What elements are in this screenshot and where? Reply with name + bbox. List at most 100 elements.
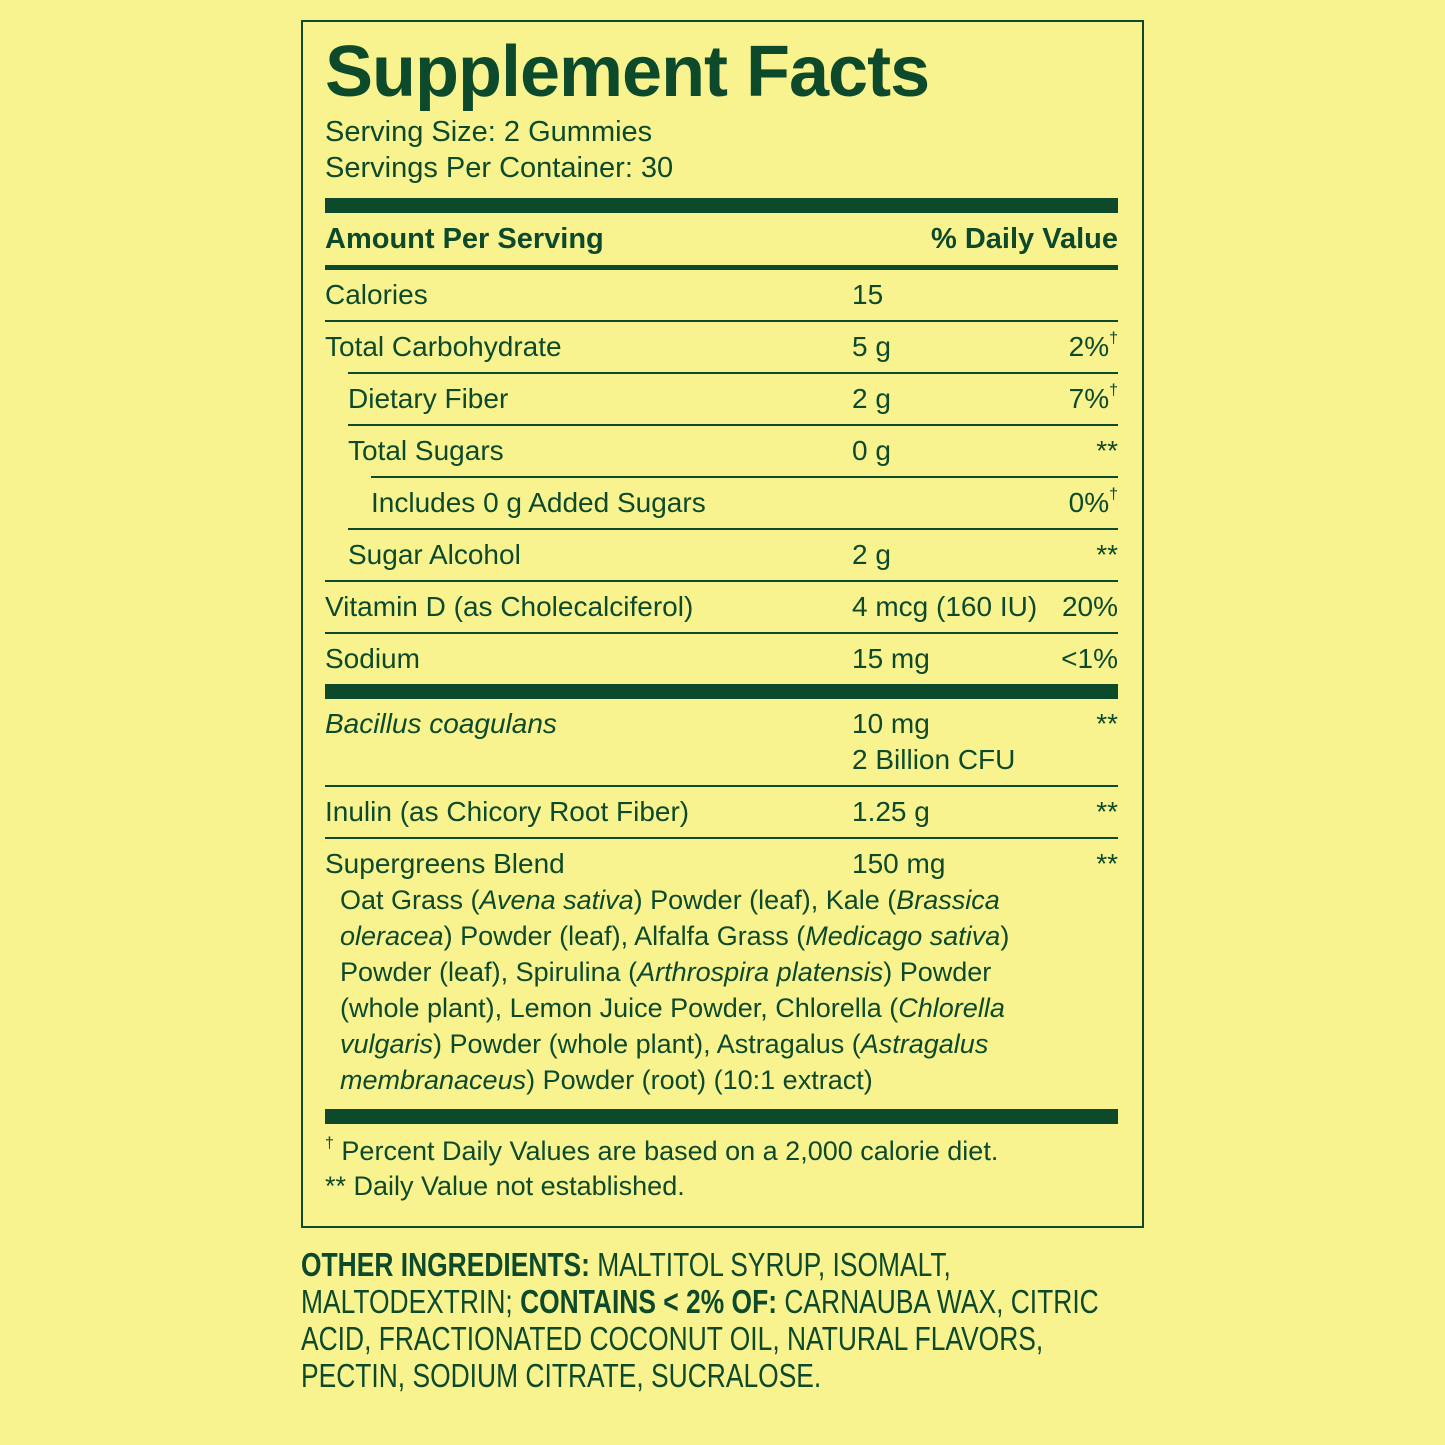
amount: 10 mg 2 Billion CFU bbox=[852, 706, 1015, 778]
amount-line: 2 Billion CFU bbox=[852, 744, 1016, 775]
amount-line: 15 mg bbox=[852, 643, 930, 674]
nutrient-name: Calories bbox=[325, 279, 428, 310]
daily-value-note: † bbox=[1109, 486, 1118, 503]
thick-rule bbox=[325, 684, 1118, 699]
nutrient-row: Sugar Alcohol 2 g ** bbox=[348, 528, 1118, 580]
servings-per-container: Servings Per Container: 30 bbox=[325, 152, 674, 184]
nutrient-row: Includes 0 g Added Sugars 0%† bbox=[371, 476, 1118, 528]
nutrient-row: Sodium 15 mg <1% bbox=[325, 632, 1118, 684]
daily-value-text: ** bbox=[1096, 539, 1118, 570]
footnote-text: ** Daily Value not established. bbox=[325, 1171, 685, 1201]
footnote: † Percent Daily Values are based on a 2,… bbox=[325, 1134, 1118, 1169]
amount-line: 1.25 g bbox=[852, 796, 930, 827]
amount: 15 bbox=[852, 277, 883, 313]
description-part: Medicago sativa bbox=[805, 921, 1001, 951]
ingredient-part: OTHER INGREDIENTS: bbox=[301, 1246, 590, 1283]
daily-value: <1% bbox=[1061, 641, 1118, 677]
daily-value-text: ** bbox=[1096, 708, 1118, 739]
daily-value-text: 7% bbox=[1068, 383, 1110, 414]
nutrient-row: Inulin (as Chicory Root Fiber) 1.25 g ** bbox=[325, 785, 1118, 837]
amount: 2 g bbox=[852, 537, 891, 573]
amount: 5 g bbox=[852, 329, 891, 365]
ingredient-part: CONTAINS < 2% OF: bbox=[520, 1283, 777, 1320]
daily-value-text: ** bbox=[1096, 435, 1118, 466]
daily-value-note: † bbox=[1109, 382, 1118, 399]
title: Supplement Facts bbox=[325, 32, 930, 112]
nutrient-row: Supergreens Blend 150 mg ** Oat Grass (Aven… bbox=[325, 837, 1118, 1105]
blend-description: Oat Grass (Avena sativa) Powder (leaf), … bbox=[325, 882, 1118, 1098]
facts-panel: Supplement Facts Serving Size: 2 Gummies S… bbox=[301, 20, 1144, 1228]
daily-value: ** bbox=[1096, 794, 1118, 830]
nutrient-name: Sodium bbox=[325, 643, 420, 674]
nutrient-row: Calories 15 bbox=[325, 270, 1118, 320]
description-part: ) Powder (leaf), Kale ( bbox=[633, 885, 897, 915]
daily-value-text: 20% bbox=[1061, 591, 1118, 622]
nutrient-name: Inulin (as Chicory Root Fiber) bbox=[325, 796, 690, 827]
nutrient-row: Bacillus coagulans 10 mg 2 Billion CFU ** bbox=[325, 699, 1118, 785]
daily-value-text: 0% bbox=[1068, 487, 1110, 518]
description-part: ) Powder (whole plant), Lemon Juice Powd… bbox=[340, 957, 992, 1023]
daily-value: ** bbox=[1096, 433, 1118, 469]
amount-line: 0 g bbox=[852, 435, 891, 466]
thick-rule bbox=[325, 1109, 1118, 1124]
nutrient-name: Total Sugars bbox=[348, 435, 504, 466]
daily-value: ** bbox=[1096, 706, 1118, 742]
nutrient-row: Dietary Fiber 2 g 7%† bbox=[348, 372, 1118, 424]
footnote-text: Percent Daily Values are based on a 2,00… bbox=[341, 1136, 999, 1166]
daily-value-note: † bbox=[1109, 330, 1118, 347]
amount-line: 10 mg bbox=[852, 708, 930, 739]
description-part: ) Powder (root) (10:1 extract) bbox=[526, 1065, 873, 1095]
amount-line: 2 g bbox=[852, 383, 891, 414]
daily-value: ** bbox=[1096, 537, 1118, 573]
daily-value: 0%† bbox=[1069, 485, 1118, 521]
amount-header: Amount Per Serving bbox=[325, 223, 604, 255]
amount-line: 150 mg bbox=[852, 848, 946, 879]
description-part: ) Powder (whole plant), Astragalus ( bbox=[433, 1029, 861, 1059]
other-ingredients: OTHER INGREDIENTS: MALTITOL SYRUP, ISOMA… bbox=[301, 1246, 1144, 1394]
amount: 0 g bbox=[852, 433, 891, 469]
amount: 4 mcg (160 IU) bbox=[852, 589, 1037, 625]
amount: 1.25 g bbox=[852, 794, 930, 830]
nutrient-name: Dietary Fiber bbox=[348, 383, 509, 414]
nutrient-row: Total Sugars 0 g ** bbox=[348, 424, 1118, 476]
description-part: Astragalus membranaceus bbox=[340, 1029, 989, 1095]
amount: 15 mg bbox=[852, 641, 930, 677]
nutrient-name: Total Carbohydrate bbox=[325, 331, 562, 362]
amount-line: 15 bbox=[852, 279, 884, 310]
daily-value-text: <1% bbox=[1061, 643, 1118, 674]
description-part: Avena sativa bbox=[479, 885, 634, 915]
description-part: Oat Grass ( bbox=[340, 885, 480, 915]
daily-value-text: ** bbox=[1096, 796, 1118, 827]
column-header: Amount Per Serving % Daily Value bbox=[325, 213, 1118, 270]
description-part: ) Powder (leaf), Spirulina ( bbox=[340, 921, 1010, 987]
nutrient-name: Vitamin D (as Cholecalciferol) bbox=[325, 591, 694, 622]
amount-line: 4 mcg (160 IU) bbox=[852, 591, 1038, 622]
nutrient-row: Total Carbohydrate 5 g 2%† bbox=[325, 320, 1118, 372]
daily-value: 20% bbox=[1062, 589, 1118, 625]
daily-value: 7%† bbox=[1069, 381, 1118, 417]
nutrient-name: Supergreens Blend bbox=[325, 848, 565, 879]
amount: 150 mg bbox=[852, 846, 945, 882]
footnotes: † Percent Daily Values are based on a 2,… bbox=[325, 1134, 1118, 1204]
nutrient-name: Bacillus coagulans bbox=[325, 708, 557, 739]
nutrient-name: Includes 0 g Added Sugars bbox=[371, 487, 706, 518]
daily-value-text: 2% bbox=[1068, 331, 1110, 362]
amount-line: 2 g bbox=[852, 539, 891, 570]
description-part: Arthrospira platensis bbox=[637, 957, 884, 987]
footnote-mark: † bbox=[325, 1135, 334, 1152]
amount: 2 g bbox=[852, 381, 891, 417]
daily-value-header: % Daily Value bbox=[931, 223, 1118, 255]
thick-rule bbox=[325, 198, 1118, 213]
nutrient-row: Vitamin D (as Cholecalciferol) 4 mcg (160… bbox=[325, 580, 1118, 632]
description-part: Brassica oleracea bbox=[340, 885, 1000, 951]
footnote: ** Daily Value not established. bbox=[325, 1169, 1118, 1204]
ingredient-part: CARNAUBA WAX, CITRIC ACID, FRACTIONATED … bbox=[301, 1283, 1099, 1394]
nutrient-name: Sugar Alcohol bbox=[348, 539, 521, 570]
daily-value: ** bbox=[1096, 846, 1118, 882]
daily-value: 2%† bbox=[1069, 329, 1118, 365]
ingredient-part: MALTITOL SYRUP, ISOMALT, MALTODEXTRIN; bbox=[301, 1246, 951, 1320]
serving-size: Serving Size: 2 Gummies bbox=[325, 116, 653, 148]
daily-value-text: ** bbox=[1096, 848, 1118, 879]
description-part: Chlorella vulgaris bbox=[340, 993, 1005, 1059]
